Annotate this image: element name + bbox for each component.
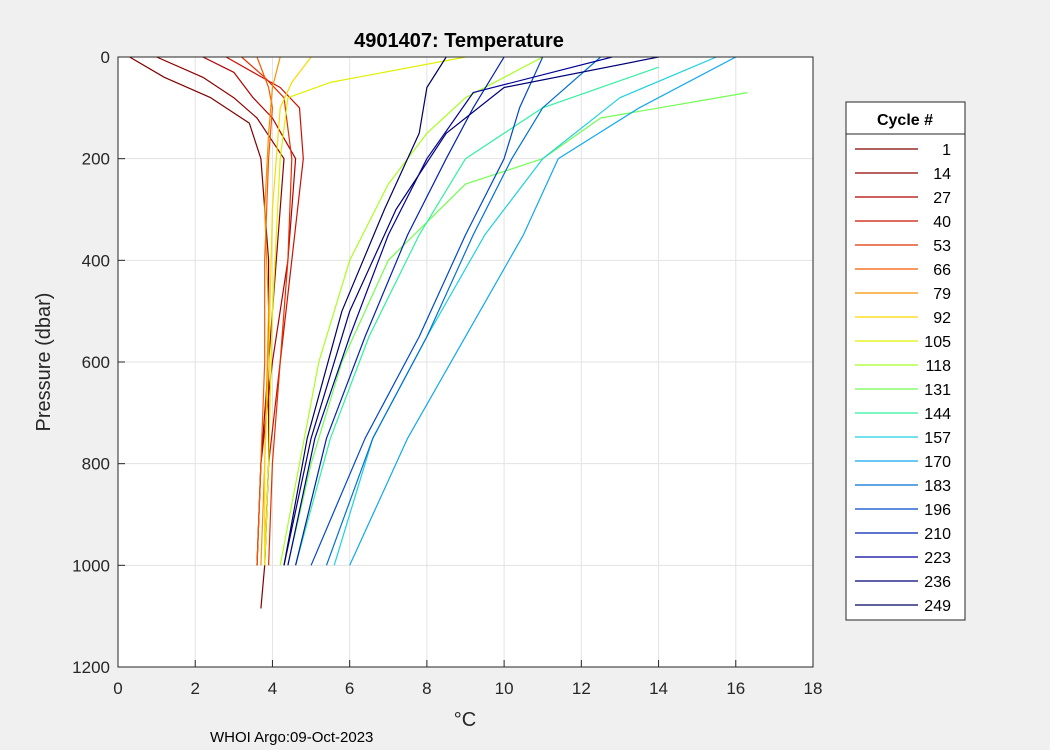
series-line-cycle-118 <box>279 57 543 566</box>
series-group <box>129 57 748 609</box>
legend-label: 92 <box>933 310 951 327</box>
legend-label: 105 <box>924 334 951 351</box>
legend-box <box>845 101 966 621</box>
series-line-cycle-170 <box>349 57 737 566</box>
x-tick-labels: 0 2 4 6 8 10 12 14 16 18 <box>113 679 822 698</box>
legend-label: 196 <box>924 502 951 519</box>
x-tick-label: 12 <box>572 679 591 698</box>
series-line-cycle-53 <box>241 57 293 566</box>
legend-label: 170 <box>924 454 951 471</box>
legend-label: 53 <box>933 238 951 255</box>
series-line-cycle-14 <box>156 57 285 566</box>
legend-label: 236 <box>924 574 951 591</box>
x-tick-label: 14 <box>649 679 668 698</box>
y-tick-label: 400 <box>82 251 110 270</box>
series-line-cycle-40 <box>225 57 304 566</box>
legend-label: 249 <box>924 598 951 615</box>
series-line-cycle-249 <box>283 57 447 566</box>
y-tick-label: 1000 <box>72 556 110 575</box>
x-axis-label: °C <box>454 709 476 731</box>
legend-label: 131 <box>924 382 951 399</box>
legend-label: 118 <box>925 358 951 375</box>
legend-entries: 1 14 27 40 53 66 79 92 105 118 131 144 157 170 183 196 2… <box>855 142 951 615</box>
series-line-cycle-223 <box>287 57 613 566</box>
x-tick-label: 16 <box>726 679 745 698</box>
legend: Cycle # 1 14 27 40 53 66 79 92 105 118 131 144 157 17… <box>845 101 966 621</box>
y-tick-label: 1200 <box>72 658 110 677</box>
series-line-cycle-236 <box>283 57 659 566</box>
x-tick-label: 8 <box>422 679 431 698</box>
legend-label: 27 <box>933 190 951 207</box>
series-line-cycle-92 <box>264 57 312 566</box>
x-tick-label: 18 <box>804 679 823 698</box>
x-tick-label: 2 <box>190 679 199 698</box>
x-tick-label: 10 <box>495 679 514 698</box>
y-tick-label: 800 <box>82 455 110 474</box>
y-tick-labels: 0 200 400 600 800 1000 1200 <box>72 48 110 677</box>
series-line-cycle-196 <box>310 57 544 566</box>
series-line-cycle-183 <box>325 57 601 566</box>
legend-title: Cycle # <box>877 112 933 129</box>
legend-label: 210 <box>924 526 951 543</box>
y-tick-label: 200 <box>82 150 110 169</box>
y-tick-label: 600 <box>82 353 110 372</box>
chart-title: 4901407: Temperature <box>354 30 564 52</box>
legend-label: 40 <box>933 214 951 231</box>
y-axis-label: Pressure (dbar) <box>33 293 55 432</box>
legend-label: 14 <box>933 166 951 183</box>
legend-label: 183 <box>924 478 951 495</box>
series-line-cycle-27 <box>202 57 297 566</box>
series-line-cycle-66 <box>256 57 273 566</box>
footer-stamp: WHOI Argo:09-Oct-2023 <box>210 729 373 746</box>
legend-label: 144 <box>924 406 951 423</box>
x-tick-label: 4 <box>268 679 277 698</box>
legend-label: 157 <box>924 430 951 447</box>
x-tick-label: 0 <box>113 679 122 698</box>
series-line-cycle-210 <box>295 57 505 566</box>
legend-label: 79 <box>933 286 951 303</box>
axis-ticks <box>117 56 814 668</box>
legend-label: 66 <box>933 262 951 279</box>
series-line-cycle-105 <box>264 57 466 566</box>
x-tick-label: 6 <box>345 679 354 698</box>
y-tick-label: 0 <box>101 48 110 67</box>
legend-label: 223 <box>924 550 951 567</box>
legend-label: 1 <box>942 142 951 159</box>
